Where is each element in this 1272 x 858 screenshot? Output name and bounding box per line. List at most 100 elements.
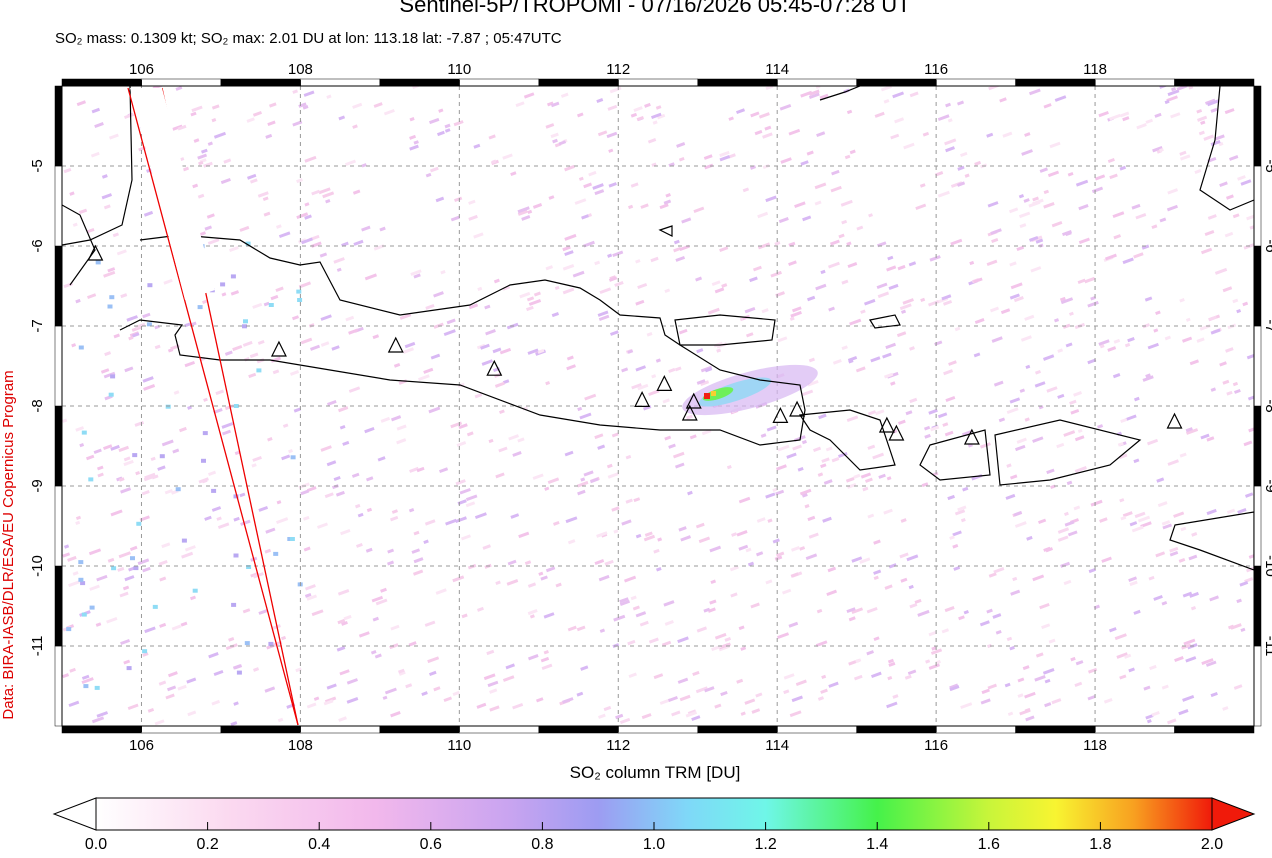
noise-pixel (547, 101, 554, 107)
noise-pixel (704, 686, 715, 693)
noise-pixel (1159, 86, 1170, 89)
noise-pixel (1006, 636, 1013, 642)
noise-pixel (488, 438, 494, 444)
noise-pixel (1017, 693, 1024, 698)
noise-pixel (767, 518, 773, 523)
noise-pixel (399, 313, 412, 320)
noise-pixel (164, 488, 173, 495)
noise-pixel (257, 339, 265, 345)
noise-pixel (1054, 318, 1060, 323)
noise-pixel (389, 644, 396, 650)
noise-pixel (109, 133, 119, 140)
noise-pixel (607, 104, 618, 111)
noise-pixel (396, 424, 407, 431)
noise-pixel (545, 380, 551, 386)
noise-pixel (882, 352, 892, 359)
noise-pixel (146, 322, 152, 327)
noise-pixel (331, 345, 340, 351)
noise-pixel (807, 379, 819, 387)
noise-pixel (756, 517, 766, 523)
noise-pixel (695, 522, 705, 529)
volcano (87, 244, 104, 261)
noise-pixel (815, 283, 827, 291)
noise-pixel (1088, 667, 1098, 674)
noise-pixel (465, 494, 478, 502)
noise-pixel (555, 582, 562, 588)
noise-pixel (689, 434, 697, 440)
noise-pixel (110, 374, 116, 379)
noise-pixel (656, 567, 662, 572)
noise-pixel (452, 575, 465, 583)
noise-pixel (814, 182, 827, 190)
noise-pixel (338, 716, 347, 722)
swath-line (127, 87, 299, 726)
noise-pixel (554, 285, 560, 291)
noise-pixel (550, 101, 560, 108)
frame-bar (1253, 565, 1262, 647)
noise-pixel (625, 454, 632, 460)
noise-pixel (1029, 235, 1039, 242)
noise-pixel (1112, 373, 1121, 379)
y-tick-label: -5 (1262, 159, 1272, 172)
noise-pixel (610, 330, 619, 336)
noise-pixel (1179, 298, 1185, 303)
noise-pixel (825, 446, 833, 452)
noise-pixel (696, 379, 706, 385)
noise-pixel (988, 86, 1001, 91)
noise-pixel (1222, 706, 1229, 711)
noise-pixel (958, 615, 965, 621)
noise-pixel (657, 537, 663, 542)
noise-pixel (674, 366, 682, 372)
noise-pixel (83, 684, 89, 689)
noise-pixel (203, 397, 208, 402)
noise-pixel (373, 244, 385, 251)
noise-pixel (346, 697, 359, 704)
noise-pixel (679, 328, 688, 335)
swath-edge (127, 87, 299, 726)
noise-pixel (973, 352, 981, 358)
noise-pixel (680, 535, 692, 542)
noise-pixel (577, 489, 586, 496)
noise-pixel (1090, 499, 1103, 507)
noise-pixel (371, 595, 384, 603)
frame-bar (459, 78, 540, 87)
noise-pixel (765, 579, 773, 585)
noise-pixel (502, 285, 511, 291)
noise-pixel (754, 129, 763, 136)
noise-pixel (522, 406, 529, 411)
noise-pixel (379, 226, 386, 232)
noise-pixel (438, 108, 444, 113)
noise-pixel (947, 494, 955, 501)
coastlines (62, 86, 1254, 571)
noise-pixel (562, 264, 575, 271)
noise-pixel (1249, 223, 1254, 230)
noise-pixel (914, 598, 922, 604)
noise-pixel (995, 629, 1002, 635)
noise-pixel (89, 584, 100, 591)
noise-pixel (151, 474, 159, 480)
noise-pixel (243, 319, 248, 324)
noise-pixel (202, 431, 208, 436)
x-tick-label: 106 (129, 737, 154, 754)
noise-pixel (224, 350, 233, 356)
noise-pixel (1025, 715, 1035, 722)
noise-pixel (783, 689, 790, 695)
frame-bar (220, 725, 301, 734)
noise-pixel (884, 372, 894, 379)
noise-pixel (552, 138, 558, 144)
noise-pixel (1240, 627, 1246, 633)
noise-pixel (772, 487, 778, 493)
noise-pixel (1145, 373, 1151, 378)
y-tick-label: -6 (1262, 239, 1272, 252)
noise-pixel (433, 291, 444, 298)
noise-pixel (1164, 99, 1170, 105)
colorbar-tick-label: 0.8 (531, 836, 553, 853)
axes: 106 106 108 108 110 110 112 112 114 114 116 116 118 1… (29, 61, 1272, 754)
colorbar-label: SO₂ column TRM [DU] (570, 763, 741, 782)
noise-pixel (296, 289, 302, 294)
noise-pixel (97, 472, 104, 478)
noise-pixel (1077, 278, 1086, 285)
noise-pixel (69, 191, 75, 196)
noise-pixel (190, 595, 197, 601)
noise-pixel (801, 439, 807, 445)
